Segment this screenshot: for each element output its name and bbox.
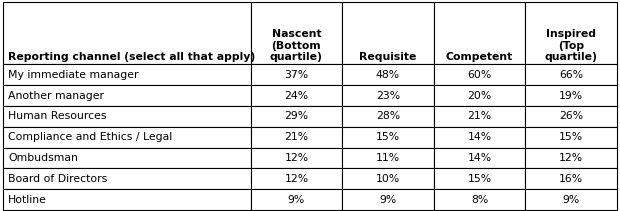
Bar	[342, 85, 434, 106]
Text: 12%: 12%	[285, 174, 309, 184]
Bar	[342, 127, 434, 148]
Bar	[434, 127, 525, 148]
Text: Another manager: Another manager	[8, 91, 104, 101]
Text: Compliance and Ethics / Legal: Compliance and Ethics / Legal	[8, 132, 172, 142]
Text: 15%: 15%	[559, 132, 583, 142]
Bar	[342, 148, 434, 168]
Text: Nascent
(Bottom
quartile): Nascent (Bottom quartile)	[270, 29, 323, 62]
Bar	[3, 64, 250, 85]
Bar	[3, 168, 250, 189]
Text: 48%: 48%	[376, 70, 400, 80]
Bar	[342, 2, 434, 64]
Bar	[434, 2, 525, 64]
Bar	[342, 106, 434, 127]
Text: Hotline: Hotline	[8, 195, 47, 204]
Bar	[3, 189, 250, 210]
Bar	[342, 189, 434, 210]
Text: 10%: 10%	[376, 174, 400, 184]
Text: Requisite: Requisite	[359, 52, 417, 62]
Text: 9%: 9%	[288, 195, 305, 204]
Text: 26%: 26%	[559, 111, 583, 121]
Text: 29%: 29%	[285, 111, 309, 121]
Bar	[3, 127, 250, 148]
Text: 37%: 37%	[285, 70, 309, 80]
Bar	[525, 189, 617, 210]
Text: Inspired
(Top
quartile): Inspired (Top quartile)	[545, 29, 598, 62]
Text: 14%: 14%	[467, 153, 492, 163]
Text: 15%: 15%	[467, 174, 492, 184]
Bar	[250, 2, 342, 64]
Bar	[434, 168, 525, 189]
Bar	[525, 2, 617, 64]
Bar	[525, 85, 617, 106]
Bar	[250, 85, 342, 106]
Text: 24%: 24%	[285, 91, 309, 101]
Text: 21%: 21%	[467, 111, 492, 121]
Bar	[434, 189, 525, 210]
Text: 9%: 9%	[379, 195, 397, 204]
Text: 66%: 66%	[559, 70, 583, 80]
Bar	[525, 148, 617, 168]
Bar	[434, 106, 525, 127]
Text: 14%: 14%	[467, 132, 492, 142]
Text: My immediate manager: My immediate manager	[8, 70, 138, 80]
Bar	[3, 2, 250, 64]
Bar	[525, 106, 617, 127]
Text: 21%: 21%	[285, 132, 309, 142]
Bar	[3, 148, 250, 168]
Bar	[3, 85, 250, 106]
Bar	[250, 106, 342, 127]
Text: Human Resources: Human Resources	[8, 111, 107, 121]
Text: 9%: 9%	[562, 195, 580, 204]
Text: 19%: 19%	[559, 91, 583, 101]
Bar	[434, 148, 525, 168]
Text: Competent: Competent	[446, 52, 513, 62]
Bar	[250, 189, 342, 210]
Bar	[250, 64, 342, 85]
Bar	[250, 168, 342, 189]
Bar	[434, 64, 525, 85]
Text: 8%: 8%	[471, 195, 488, 204]
Bar	[434, 85, 525, 106]
Text: 60%: 60%	[467, 70, 492, 80]
Text: 15%: 15%	[376, 132, 400, 142]
Text: 12%: 12%	[285, 153, 309, 163]
Text: 16%: 16%	[559, 174, 583, 184]
Bar	[342, 168, 434, 189]
Bar	[250, 127, 342, 148]
Text: Reporting channel (select all that apply): Reporting channel (select all that apply…	[8, 52, 255, 62]
Bar	[342, 64, 434, 85]
Text: Board of Directors: Board of Directors	[8, 174, 107, 184]
Bar	[3, 106, 250, 127]
Text: 12%: 12%	[559, 153, 583, 163]
Bar	[525, 127, 617, 148]
Text: 20%: 20%	[467, 91, 492, 101]
Text: 28%: 28%	[376, 111, 400, 121]
Text: 11%: 11%	[376, 153, 400, 163]
Bar	[250, 148, 342, 168]
Bar	[525, 168, 617, 189]
Text: Ombudsman: Ombudsman	[8, 153, 78, 163]
Bar	[525, 64, 617, 85]
Text: 23%: 23%	[376, 91, 400, 101]
